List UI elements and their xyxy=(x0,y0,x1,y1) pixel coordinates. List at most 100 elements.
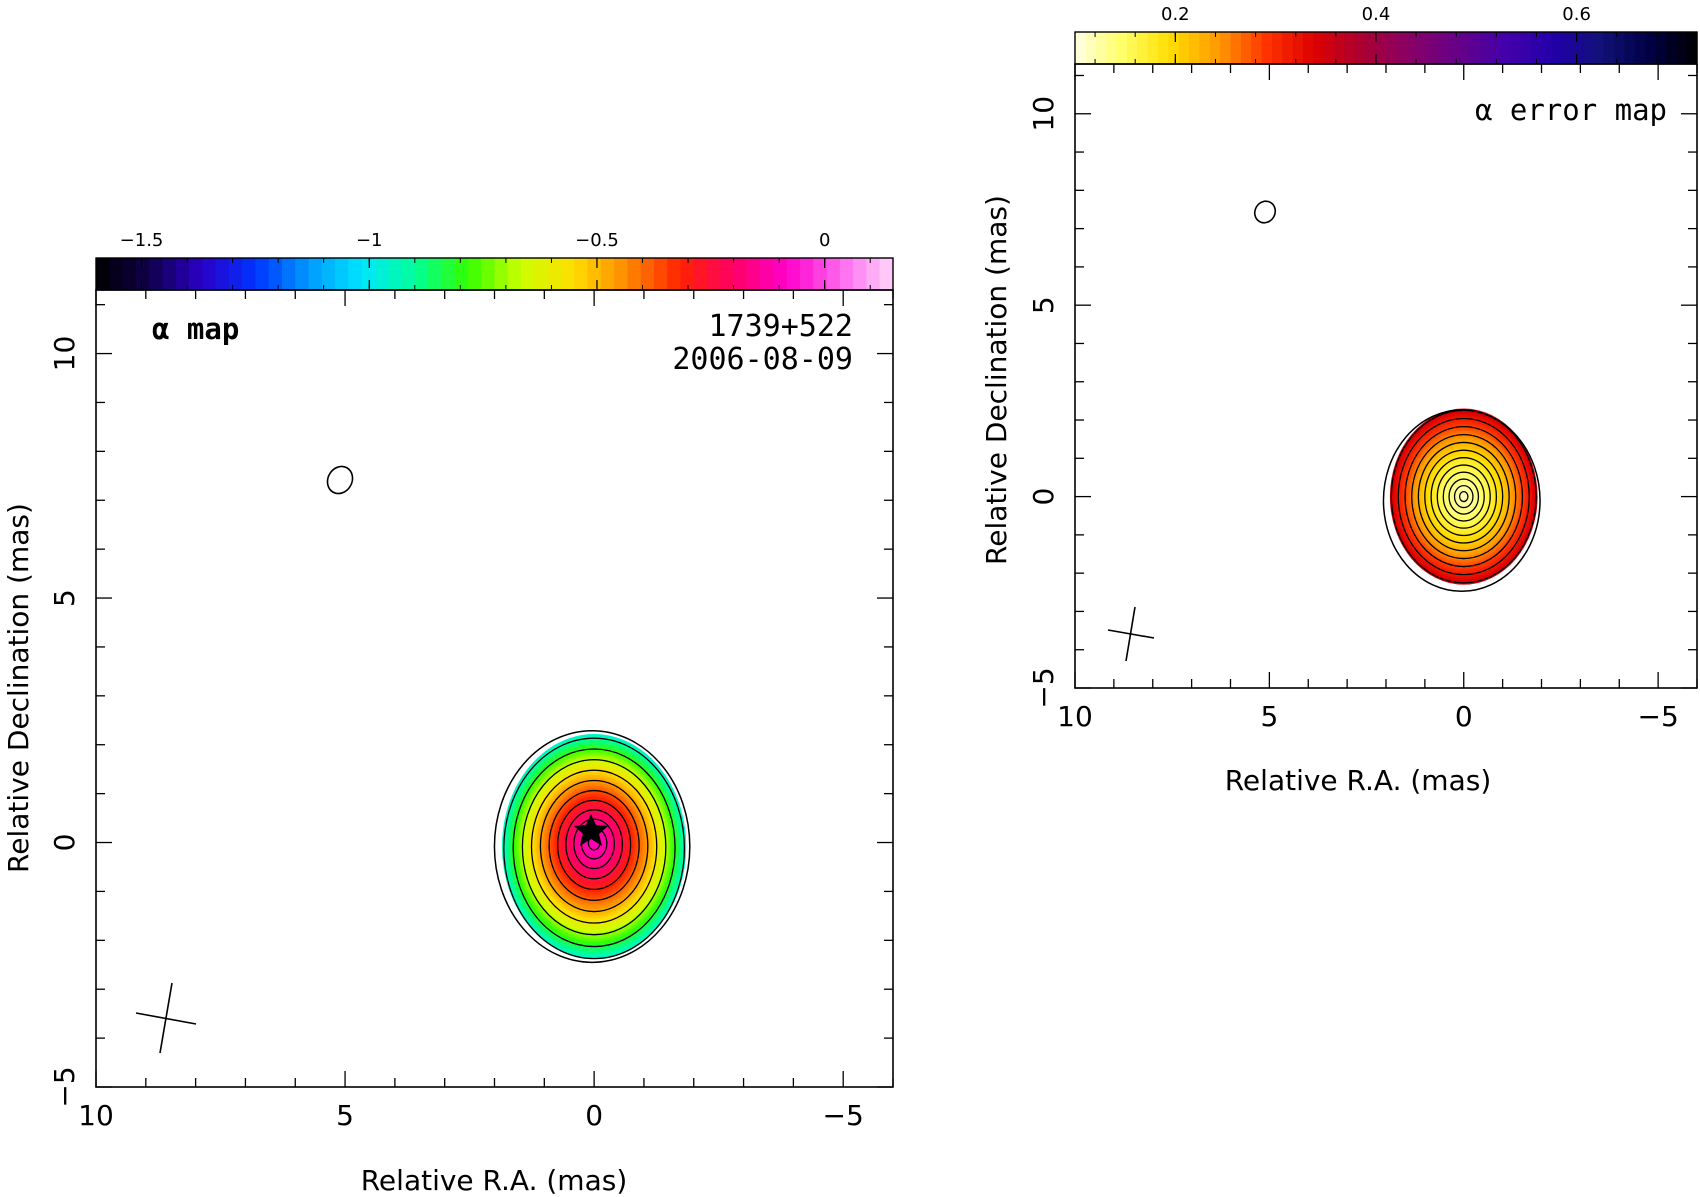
colorbar-block xyxy=(1116,32,1128,64)
alpha-beam-minor-axis xyxy=(135,1012,197,1025)
error-beam-minor-axis xyxy=(1107,629,1155,639)
intensity-contour xyxy=(1453,484,1474,509)
colorbar-block xyxy=(122,258,137,290)
error-y-axis-label: Relative Declination (mas) xyxy=(980,195,1013,565)
alpha-x-axis-label: Relative R.A. (mas) xyxy=(361,1164,628,1197)
intensity-contour xyxy=(573,818,616,870)
colorbar-block xyxy=(414,258,429,290)
colorbar-block xyxy=(321,258,336,290)
colorbar-block xyxy=(1303,32,1315,64)
alpha-error-map-title: α error map xyxy=(1475,93,1667,127)
colorbar-block xyxy=(1251,32,1263,64)
colorbar-block xyxy=(428,258,442,290)
colorbar-block xyxy=(1676,32,1688,64)
colorbar-tick-label: −0.5 xyxy=(575,230,619,251)
colorbar-block xyxy=(1313,32,1325,64)
colorbar-block xyxy=(1199,32,1211,64)
intensity-contour xyxy=(1436,464,1491,529)
colorbar-block xyxy=(1417,32,1429,64)
x-tick-label: 0 xyxy=(585,1099,603,1132)
colorbar-block xyxy=(1437,32,1449,64)
y-tick-label: 0 xyxy=(1027,488,1060,506)
colorbar-block xyxy=(1645,32,1657,64)
core-star-marker xyxy=(574,814,608,846)
colorbar-block xyxy=(1323,32,1335,64)
colorbar-block xyxy=(760,258,775,290)
colorbar-block xyxy=(1178,32,1190,64)
colorbar-block xyxy=(746,258,761,290)
alpha-plot-frame xyxy=(95,289,894,1088)
colorbar-block xyxy=(1292,32,1304,64)
colorbar-block xyxy=(1562,32,1574,64)
colorbar-block xyxy=(1095,32,1107,64)
colorbar-block xyxy=(188,258,203,290)
source-name: 1739+522 xyxy=(709,309,854,344)
colorbar-block xyxy=(800,258,814,290)
colorbar-block xyxy=(1531,32,1543,64)
colorbar-block xyxy=(401,258,416,290)
colorbar-block xyxy=(1634,32,1646,64)
colorbar-block xyxy=(1189,32,1200,64)
colorbar-block xyxy=(242,258,256,290)
colorbar-block xyxy=(534,258,549,290)
error-contours xyxy=(1382,409,1541,593)
colorbar-block xyxy=(1614,32,1626,64)
colorbar-block xyxy=(441,258,456,290)
colorbar-block xyxy=(361,258,376,290)
colorbar-block xyxy=(135,258,150,290)
colorbar-block xyxy=(1386,32,1397,64)
colorbar-block xyxy=(1271,32,1283,64)
colorbar-block xyxy=(693,258,708,290)
colorbar-block xyxy=(175,258,190,290)
colorbar-tick-label: 0 xyxy=(819,230,830,251)
x-tick-label: −5 xyxy=(823,1099,864,1132)
colorbar-block xyxy=(1209,32,1221,64)
intensity-contour xyxy=(512,748,676,948)
intensity-contour xyxy=(557,799,632,891)
y-tick-label: 0 xyxy=(48,834,81,852)
colorbar-block xyxy=(1334,32,1346,64)
colorbar-block xyxy=(547,258,562,290)
colorbar-block xyxy=(268,258,283,290)
x-tick-label: −5 xyxy=(1637,700,1678,733)
colorbar-block xyxy=(1520,32,1532,64)
colorbar-block xyxy=(1427,32,1439,64)
colorbar-block xyxy=(202,258,217,290)
colorbar-block xyxy=(374,258,389,290)
intensity-contour xyxy=(1397,417,1530,576)
colorbar-block xyxy=(1551,32,1563,64)
colorbar-block xyxy=(1624,32,1636,64)
colorbar-block xyxy=(879,258,894,290)
colorbar-block xyxy=(574,258,589,290)
colorbar-block xyxy=(1665,32,1677,64)
outer-contour xyxy=(493,729,691,964)
colorbar-block xyxy=(1603,32,1615,64)
colorbar-block xyxy=(1220,32,1232,64)
error-colorbar-ticks: 0.2 0.4 0.6 xyxy=(1094,4,1658,64)
colorbar-block xyxy=(826,258,841,290)
colorbar-tick-label: 0.6 xyxy=(1562,4,1591,25)
colorbar-block xyxy=(786,258,801,290)
colorbar-block xyxy=(335,258,349,290)
intensity-contour xyxy=(565,809,623,880)
heatmap-ring xyxy=(1461,494,1466,499)
colorbar-block xyxy=(680,258,695,290)
colorbar-block xyxy=(1365,32,1377,64)
x-tick-label: 10 xyxy=(1057,700,1093,733)
colorbar-block xyxy=(1489,32,1501,64)
epoch-date: 2006-08-09 xyxy=(672,342,853,377)
colorbar-block xyxy=(1157,32,1169,64)
colorbar-block xyxy=(162,258,177,290)
colorbar-block xyxy=(640,258,655,290)
alpha-small-contour xyxy=(326,465,354,495)
intensity-contour xyxy=(548,789,640,901)
colorbar-block xyxy=(1354,32,1366,64)
colorbar-block xyxy=(1168,32,1180,64)
intensity-contour xyxy=(530,769,658,924)
colorbar-tick-label: 0.4 xyxy=(1362,4,1391,25)
colorbar-block xyxy=(813,258,828,290)
colorbar-block xyxy=(1500,32,1511,64)
colorbar-block xyxy=(308,258,323,290)
alpha-map-title: α map xyxy=(152,312,239,346)
colorbar-block xyxy=(560,258,575,290)
